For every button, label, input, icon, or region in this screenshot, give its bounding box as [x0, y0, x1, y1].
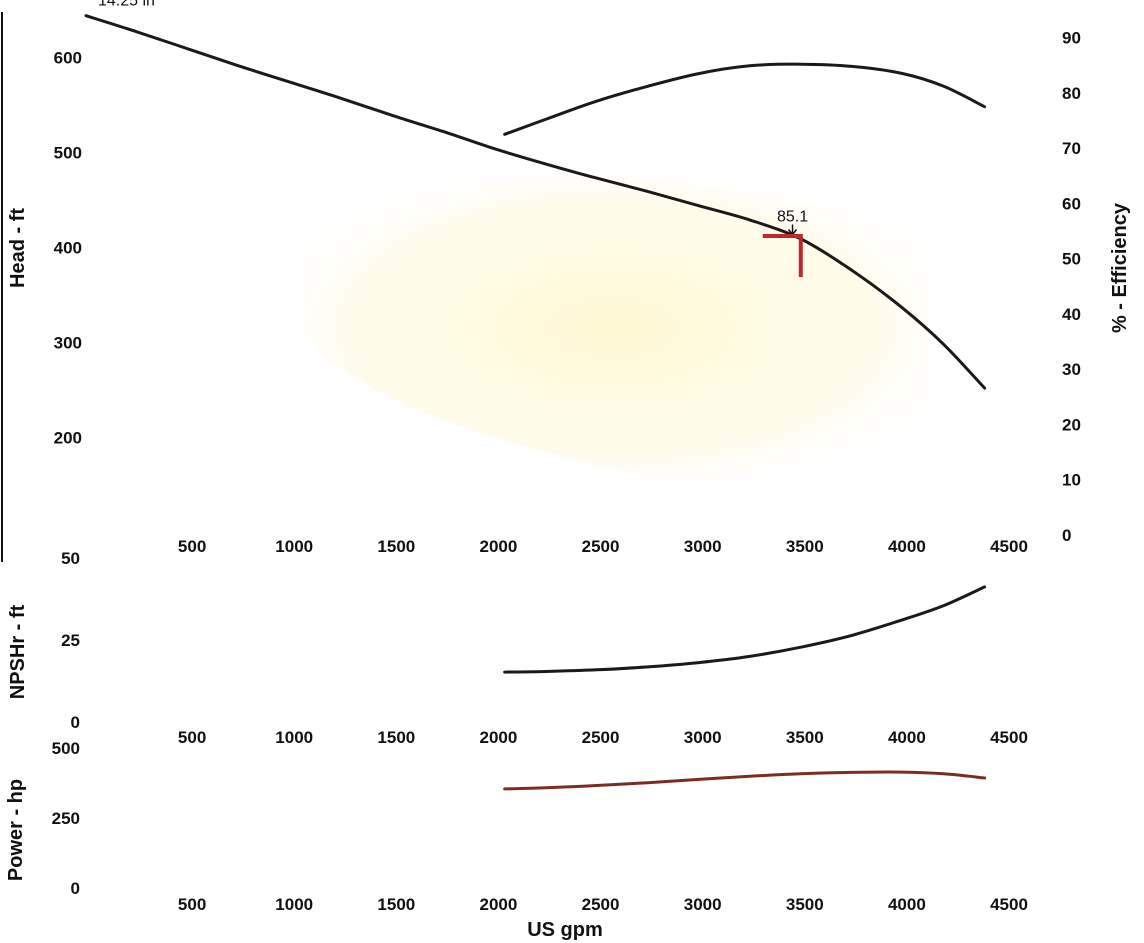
y-tick-label: 25: [61, 631, 80, 650]
y-tick-label: 0: [71, 879, 80, 898]
y-tick-label: 50: [61, 549, 80, 568]
duty-point-marker: [762, 233, 803, 277]
y-tick-label: 200: [54, 429, 82, 448]
y2-tick-label: 60: [1062, 194, 1081, 213]
y-tick-label: 250: [52, 809, 80, 828]
x-tick-label: 4500: [990, 895, 1028, 914]
y-tick-label: 500: [52, 739, 80, 758]
watermark-region: [300, 176, 930, 479]
y-axis-title: NPSHr - ft: [7, 604, 29, 699]
x-tick-label: 1500: [377, 895, 415, 914]
y2-tick-label: 40: [1062, 305, 1081, 324]
y-tick-label: 600: [54, 49, 82, 68]
x-tick-label: 2500: [582, 537, 620, 556]
x-tick-label: 2000: [480, 895, 518, 914]
x-tick-label: 4000: [888, 728, 926, 747]
x-tick-label: 2500: [582, 728, 620, 747]
x-tick-label: 500: [178, 537, 206, 556]
x-tick-label: 3500: [786, 895, 824, 914]
head-efficiency-panel: 500 1000 1500 2000 2500 3000 3500 4000 450020030…: [7, 0, 1131, 556]
y-axis-title: Head - ft: [7, 208, 29, 288]
best-efficiency-label: 85.1: [777, 209, 808, 226]
head-curve: [84, 14, 987, 390]
y-tick-label: 400: [54, 239, 82, 258]
x-tick-label: 2000: [480, 537, 518, 556]
x-tick-label: 2500: [582, 895, 620, 914]
x-tick-label: 1000: [275, 537, 313, 556]
y-tick-label: 0: [71, 713, 80, 732]
y2-tick-label: 30: [1062, 360, 1081, 379]
y-tick-label: 300: [54, 334, 82, 353]
x-tick-label: 3000: [684, 537, 722, 556]
efficiency-curve: [503, 62, 987, 136]
power-curve: [503, 770, 987, 791]
x-tick-label: 3500: [786, 728, 824, 747]
power-panel: 500 1000 1500 2000 2500 3000 3500 4000 4500 0 250 5…: [5, 739, 1028, 941]
x-tick-label: 3000: [684, 895, 722, 914]
y2-axis-title: % - Efficiency: [1109, 202, 1131, 333]
y-axis-title: Power - hp: [5, 779, 27, 881]
y2-tick-label: 0: [1062, 526, 1071, 545]
x-tick-label: 1000: [275, 895, 313, 914]
x-axis-title: US gpm: [527, 919, 603, 941]
x-tick-label: 4500: [990, 728, 1028, 747]
y2-tick-label: 70: [1062, 139, 1081, 158]
y2-tick-label: 10: [1062, 471, 1081, 490]
y2-tick-label: 20: [1062, 415, 1081, 434]
x-tick-label: 1500: [377, 537, 415, 556]
x-tick-label: 2000: [480, 728, 518, 747]
y2-tick-label: 90: [1062, 29, 1081, 48]
x-tick-label: 4500: [990, 537, 1028, 556]
x-tick-label: 4000: [888, 537, 926, 556]
x-tick-label: 1000: [275, 728, 313, 747]
x-tick-label: 500: [178, 895, 206, 914]
x-tick-label: 500: [178, 728, 206, 747]
x-tick-label: 1500: [377, 728, 415, 747]
y2-tick-label: 50: [1062, 250, 1081, 269]
impeller-diameter-label: 14.25 in: [98, 0, 155, 10]
y-tick-label: 500: [54, 144, 82, 163]
x-tick-label: 3500: [786, 537, 824, 556]
npshr-panel: 500 1000 1500 2000 2500 3000 3500 4000 4500 0 25 50…: [7, 549, 1028, 747]
x-tick-label: 3000: [684, 728, 722, 747]
x-tick-label: 4000: [888, 895, 926, 914]
y2-tick-label: 80: [1062, 84, 1081, 103]
npshr-curve: [503, 585, 987, 674]
